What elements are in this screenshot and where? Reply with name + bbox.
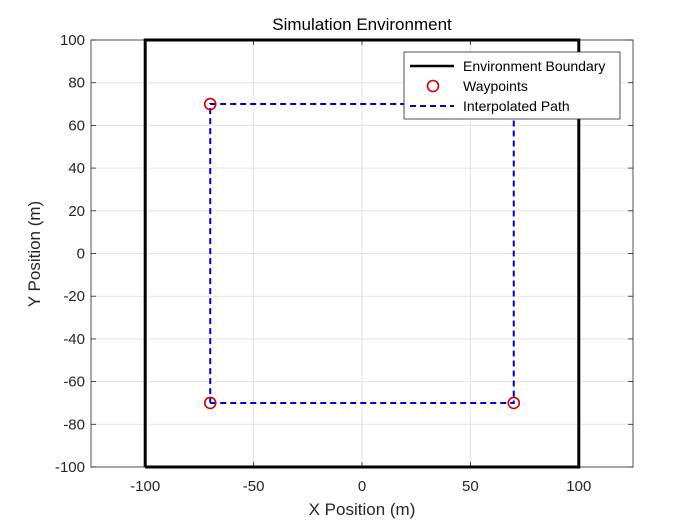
legend: Environment Boundary Waypoints Interpola… (403, 51, 621, 120)
y-tick-label: -60 (63, 374, 85, 391)
y-tick-label: -20 (63, 288, 85, 305)
y-axis: -100 -80 -60 -40 -20 0 20 40 60 80 100 (55, 32, 633, 476)
x-tick-label: -100 (130, 478, 160, 495)
y-tick-label: 20 (68, 203, 85, 220)
legend-path-label: Interpolated Path (463, 98, 570, 114)
y-tick-label: 100 (60, 32, 85, 49)
x-tick-label: 50 (462, 478, 479, 495)
x-axis: -100 -50 0 50 100 (130, 40, 591, 495)
grid (91, 39, 633, 468)
waypoint-marker (203, 97, 217, 111)
legend-waypoints-swatch (426, 79, 440, 93)
environment-boundary-line (143, 38, 581, 469)
waypoint-marker (203, 396, 217, 410)
y-tick-label: 40 (68, 160, 85, 177)
legend-boundary-label: Environment Boundary (463, 58, 605, 74)
y-axis-label: Y Position (m) (25, 201, 44, 307)
x-tick-label: -50 (243, 478, 265, 495)
y-tick-label: 60 (68, 117, 85, 134)
legend-waypoints-label: Waypoints (463, 78, 528, 94)
legend-box (403, 51, 621, 120)
y-tick-label: -40 (63, 331, 85, 348)
x-tick-label: 0 (358, 478, 366, 495)
x-tick-label: 100 (566, 478, 591, 495)
y-tick-label: 0 (77, 246, 85, 263)
x-axis-label: X Position (m) (309, 500, 416, 519)
waypoint-marker (507, 396, 521, 410)
y-tick-label: 80 (68, 75, 85, 92)
chart-title: Simulation Environment (272, 15, 452, 34)
y-tick-label: -80 (63, 416, 85, 433)
y-tick-label: -100 (55, 459, 85, 476)
